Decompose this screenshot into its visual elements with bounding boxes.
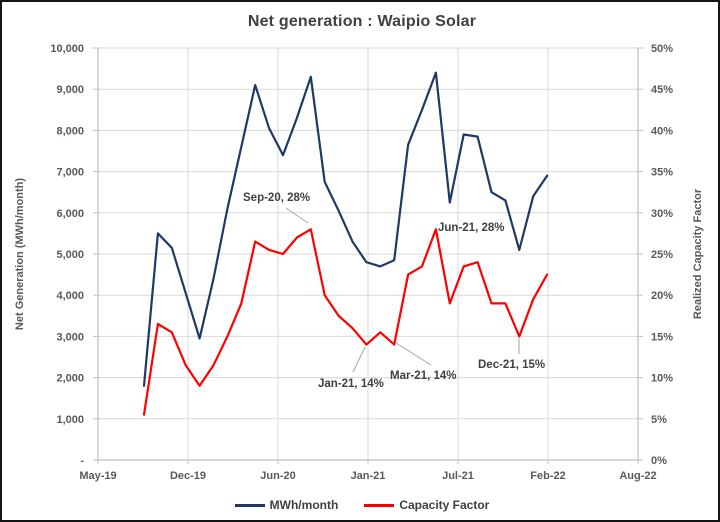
y-left-tick-label: 1,000 bbox=[56, 414, 84, 426]
chart-title: Net generation : Waipio Solar bbox=[247, 13, 477, 30]
y-right-tick-label: 30% bbox=[651, 208, 673, 220]
y-left-tick-label: 5,000 bbox=[56, 249, 84, 261]
annotation-leader-line bbox=[395, 342, 432, 366]
y-left-tick-label: 4,000 bbox=[56, 290, 84, 302]
y-left-tick-label: 8,000 bbox=[56, 125, 84, 137]
left-axis-title: Net Generation (MWh/month) bbox=[14, 178, 26, 330]
y-right-tick-label: 20% bbox=[651, 290, 673, 302]
y-left-tick-label: - bbox=[80, 455, 84, 467]
y-left-tick-label: 6,000 bbox=[56, 208, 84, 220]
annotation-label: Mar-21, 14% bbox=[390, 370, 456, 382]
y-right-tick-label: 50% bbox=[651, 43, 673, 55]
y-right-tick-label: 5% bbox=[651, 414, 667, 426]
annotation-label: Jun-21, 28% bbox=[438, 222, 504, 234]
x-tick-label: Dec-19 bbox=[170, 470, 206, 482]
right-axis-title: Realized Capacity Factor bbox=[692, 188, 704, 319]
annotation-label: Jan-21, 14% bbox=[318, 378, 384, 390]
chart-legend: MWh/month Capacity Factor bbox=[2, 494, 718, 516]
series-capacity-factor-line bbox=[142, 228, 549, 416]
x-tick-label: May-19 bbox=[79, 470, 116, 482]
x-tick-label: Aug-22 bbox=[619, 470, 656, 482]
legend-label-capacity-factor: Capacity Factor bbox=[399, 498, 490, 512]
series-mwh-month-line bbox=[142, 71, 549, 387]
annotation-label: Dec-21, 15% bbox=[478, 359, 545, 371]
y-left-tick-label: 2,000 bbox=[56, 373, 84, 385]
x-tick-label: Jun-20 bbox=[260, 470, 295, 482]
legend-item-capacity-factor: Capacity Factor bbox=[364, 498, 489, 512]
legend-label-mwh-month: MWh/month bbox=[269, 498, 339, 512]
legend-item-mwh-month: MWh/month bbox=[234, 498, 339, 512]
y-left-tick-label: 9,000 bbox=[56, 84, 84, 96]
annotation-label: Sep-20, 28% bbox=[243, 192, 310, 204]
y-right-tick-label: 15% bbox=[651, 331, 673, 343]
y-left-tick-label: 3,000 bbox=[56, 331, 84, 343]
y-right-tick-label: 25% bbox=[651, 249, 673, 261]
x-tick-label: Jul-21 bbox=[442, 470, 474, 482]
annotation-leader-line bbox=[352, 346, 366, 373]
y-right-tick-label: 0% bbox=[651, 455, 667, 467]
annotation-leader-line bbox=[285, 207, 309, 224]
capacity-factor-line-swatch bbox=[364, 503, 395, 507]
y-right-tick-label: 10% bbox=[651, 373, 673, 385]
mwh-month-line-swatch bbox=[234, 503, 265, 507]
y-left-tick-label: 10,000 bbox=[50, 43, 84, 55]
x-tick-label: Jan-21 bbox=[351, 470, 386, 482]
y-left-tick-label: 7,000 bbox=[56, 167, 84, 179]
x-tick-label: Feb-22 bbox=[530, 470, 565, 482]
y-right-tick-label: 35% bbox=[651, 167, 673, 179]
y-right-tick-label: 45% bbox=[651, 84, 673, 96]
y-right-tick-label: 40% bbox=[651, 125, 673, 137]
